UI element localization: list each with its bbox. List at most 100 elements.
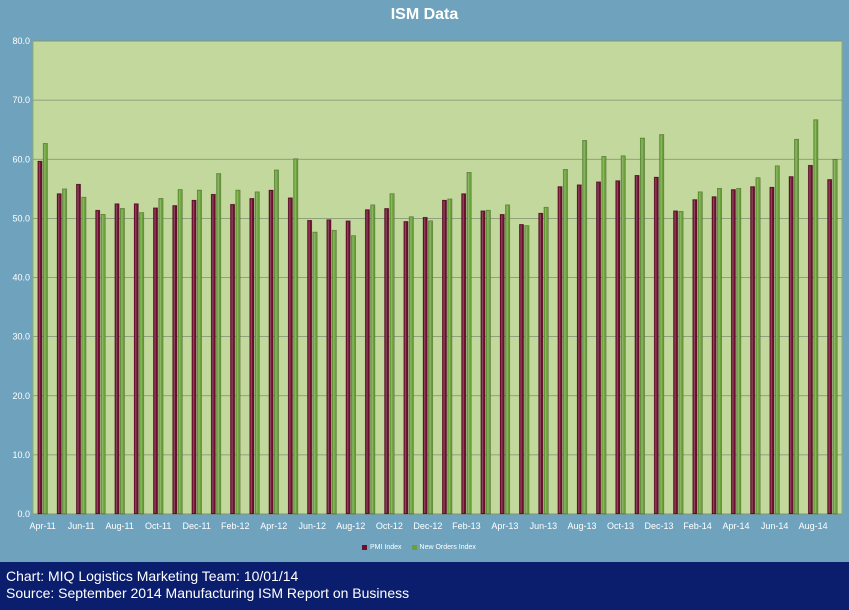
bar-pmi-highlight <box>578 185 580 514</box>
bar-pmi-highlight <box>424 218 426 513</box>
bar-new-orders <box>62 188 68 515</box>
bar-pmi-highlight <box>809 166 811 513</box>
footer-banner: Chart: MIQ Logistics Marketing Team: 10/… <box>0 562 849 610</box>
y-tick-label: 50.0 <box>12 213 30 223</box>
chart-frame: 0.0 10.0 20.0 30.0 40.0 50.0 60.0 70.0 80.0 Apr-1… <box>12 6 843 551</box>
bar-pmi <box>326 219 332 515</box>
bar-pmi <box>345 220 351 515</box>
bar-pmi <box>827 179 833 515</box>
bar-pmi <box>576 184 582 515</box>
bar-pmi-highlight <box>539 214 541 514</box>
bar-new-orders-highlight <box>44 144 46 514</box>
bar-new-orders-highlight <box>718 189 720 513</box>
bar-pmi-highlight <box>404 222 407 513</box>
bar-pmi-highlight <box>115 204 118 513</box>
x-tick-label: Aug-14 <box>799 521 828 531</box>
bar-pmi-highlight <box>597 182 599 513</box>
x-tick-label: Aug-12 <box>336 521 365 531</box>
bar-new-orders <box>562 169 568 515</box>
bar-pmi-highlight <box>770 188 773 514</box>
bar-pmi <box>210 193 216 515</box>
bar-pmi <box>557 186 563 515</box>
chart-title: ISM Data <box>390 6 459 23</box>
bar-new-orders <box>717 187 722 515</box>
bar-new-orders <box>447 198 453 515</box>
legend-swatch-new-orders <box>411 544 417 550</box>
x-tick-label: Apr-11 <box>29 521 55 531</box>
y-tick-label: 30.0 <box>12 332 30 342</box>
bar-new-orders-highlight <box>641 138 643 513</box>
bar-pmi <box>56 193 62 515</box>
bar-pmi-highlight <box>231 205 233 513</box>
x-tick-label: Apr-13 <box>491 521 518 531</box>
bar-new-orders <box>158 198 164 515</box>
bar-new-orders <box>196 189 202 515</box>
x-tick-label: Jun-13 <box>530 521 558 531</box>
bar-new-orders-highlight <box>179 190 181 513</box>
bar-new-orders <box>755 177 761 515</box>
bar-new-orders-highlight <box>429 221 431 514</box>
legend-label-new-orders: New Orders Index <box>419 544 476 551</box>
bar-pmi <box>750 186 756 515</box>
bar-new-orders <box>582 140 588 515</box>
bar-new-orders <box>736 187 742 515</box>
bar-new-orders <box>331 229 337 515</box>
bar-pmi <box>807 164 813 515</box>
bar-new-orders <box>139 212 145 515</box>
bar-new-orders-highlight <box>236 191 239 513</box>
bar-new-orders <box>254 191 260 515</box>
bar-pmi <box>37 160 43 515</box>
x-tick-label: Dec-11 <box>183 521 211 531</box>
bar-new-orders-highlight <box>140 213 142 513</box>
bar-pmi-highlight <box>366 210 368 513</box>
bar-new-orders-highlight <box>217 174 219 513</box>
legend-item-pmi: PMI Index <box>362 544 402 551</box>
x-tick-label: Feb-14 <box>683 521 712 531</box>
bar-new-orders-highlight <box>602 157 605 514</box>
bar-pmi-highlight <box>520 225 522 514</box>
bar-pmi <box>403 221 409 515</box>
bar-new-orders <box>42 143 48 515</box>
bar-new-orders-highlight <box>776 166 778 513</box>
bar-pmi <box>538 212 544 515</box>
bar-new-orders-highlight <box>448 199 451 514</box>
bar-new-orders <box>813 119 819 515</box>
x-tick-label: Jun-11 <box>68 521 95 531</box>
bar-new-orders <box>620 155 626 515</box>
bar-pmi <box>480 210 486 515</box>
bar-pmi-highlight <box>308 221 310 513</box>
bar-pmi-highlight <box>58 194 60 514</box>
bar-pmi <box>596 181 601 515</box>
bar-pmi <box>692 199 698 515</box>
bar-pmi <box>153 207 158 515</box>
bar-pmi-highlight <box>38 162 41 513</box>
bar-pmi-highlight <box>751 187 753 513</box>
bar-pmi <box>384 208 390 515</box>
y-tick-label: 60.0 <box>12 154 30 164</box>
bar-new-orders-highlight <box>660 135 662 514</box>
bar-pmi <box>191 199 197 515</box>
x-tick-label: Aug-13 <box>567 521 596 531</box>
bar-pmi <box>172 205 178 515</box>
bar-new-orders-highlight <box>795 140 797 513</box>
bar-new-orders <box>235 189 241 515</box>
bar-pmi <box>499 213 505 515</box>
x-tick-label: Apr-14 <box>723 521 750 531</box>
bar-pmi <box>673 210 679 515</box>
legend-label-pmi: PMI Index <box>370 544 402 551</box>
y-tick-label: 10.0 <box>12 450 30 460</box>
bar-new-orders-highlight <box>390 194 393 514</box>
bar-pmi-highlight <box>693 200 696 513</box>
bar-new-orders-highlight <box>294 159 296 513</box>
bar-pmi <box>769 186 775 515</box>
bar-new-orders-highlight <box>679 212 682 513</box>
bar-new-orders-highlight <box>756 178 759 513</box>
bar-new-orders <box>389 193 395 515</box>
bar-pmi <box>364 209 370 515</box>
bar-pmi <box>788 176 794 515</box>
bar-new-orders-highlight <box>121 209 123 513</box>
bar-new-orders <box>543 206 549 515</box>
bar-pmi <box>307 219 313 515</box>
bar-pmi <box>615 180 621 515</box>
bar-new-orders <box>100 213 106 515</box>
